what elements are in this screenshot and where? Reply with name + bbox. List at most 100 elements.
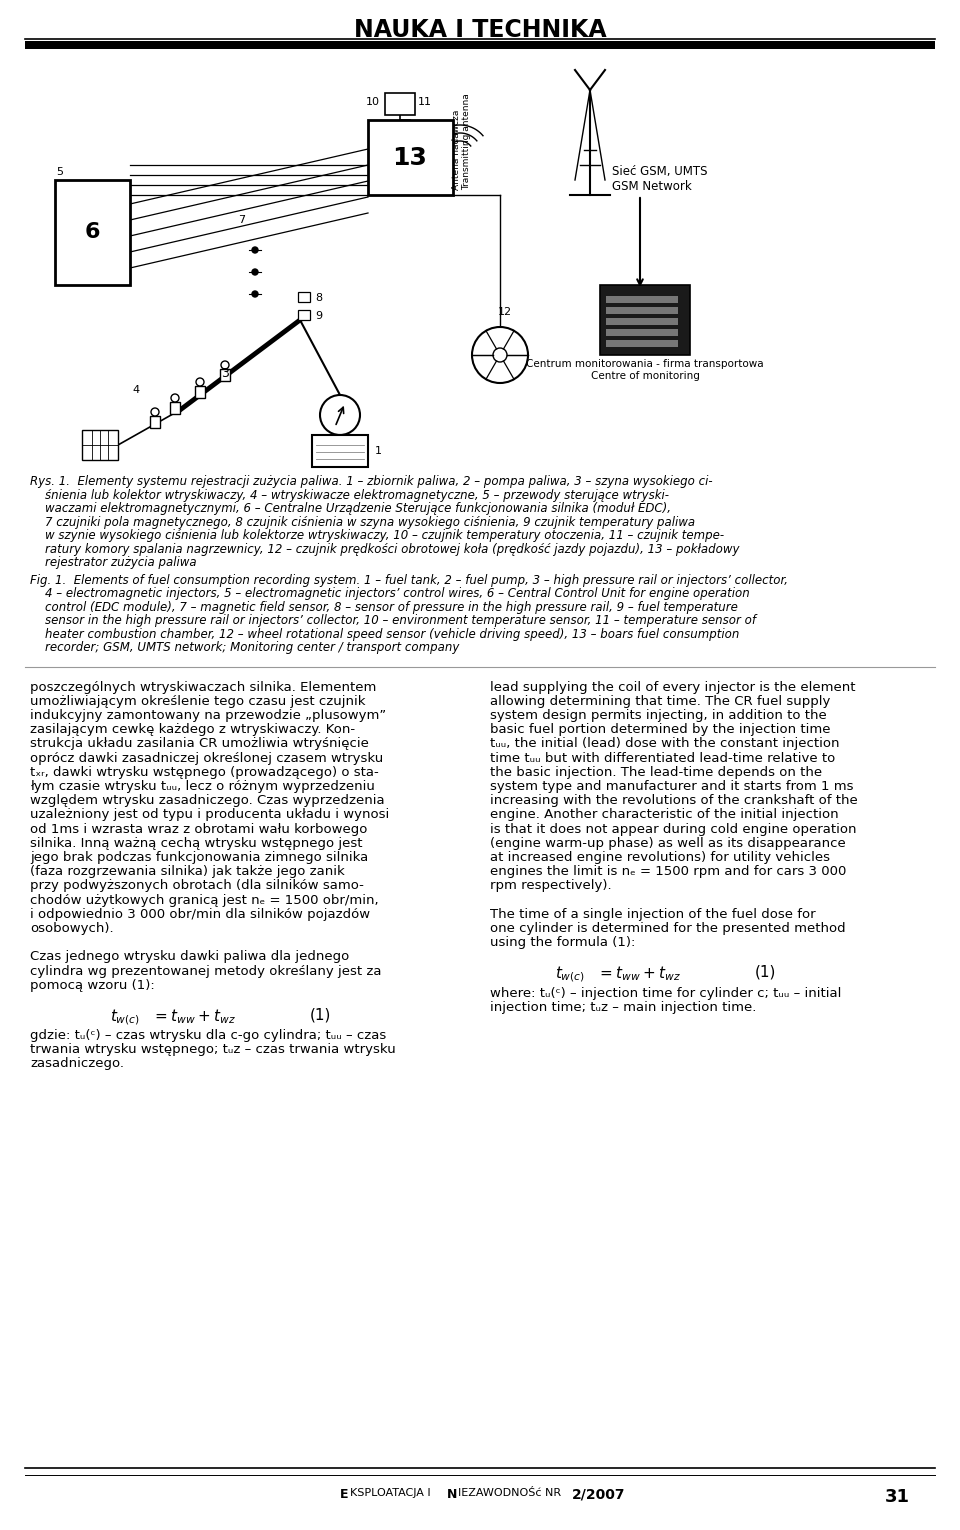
Text: Fig. 1.  Elements of fuel consumption recording system. 1 – fuel tank, 2 – fuel : Fig. 1. Elements of fuel consumption rec…	[30, 574, 788, 586]
Bar	[170, 402, 180, 415]
Text: at increased engine revolutions) for utility vehicles: at increased engine revolutions) for uti…	[490, 851, 830, 864]
Text: 11: 11	[418, 96, 432, 107]
Text: cylindra wg prezentowanej metody określany jest za: cylindra wg prezentowanej metody określa…	[30, 964, 381, 978]
Text: 7 czujniki pola magnetycznego, 8 czujnik ciśnienia w szyna wysokiego ciśnienia, : 7 czujniki pola magnetycznego, 8 czujnik…	[30, 516, 695, 528]
Text: indukcyjny zamontowany na przewodzie „plusowym”: indukcyjny zamontowany na przewodzie „pl…	[30, 708, 386, 722]
Text: $t_{w(c)}$: $t_{w(c)}$	[555, 964, 585, 984]
Text: 7: 7	[238, 216, 245, 225]
Circle shape	[221, 361, 229, 369]
Text: recorder; GSM, UMTS network; Monitoring center / transport company: recorder; GSM, UMTS network; Monitoring …	[30, 641, 460, 653]
Text: chodów użytkowych granicą jest nₑ = 1500 obr/min,: chodów użytkowych granicą jest nₑ = 1500…	[30, 894, 378, 906]
Circle shape	[493, 347, 507, 363]
Bar	[312, 435, 368, 467]
Text: $t_{w(c)}$: $t_{w(c)}$	[110, 1007, 140, 1027]
Text: engine. Another characteristic of the initial injection: engine. Another characteristic of the in…	[490, 808, 839, 822]
Text: The time of a single injection of the fuel dose for: The time of a single injection of the fu…	[490, 907, 816, 921]
Text: (faza rozgrzewania silnika) jak także jego zanik: (faza rozgrzewania silnika) jak także je…	[30, 864, 345, 878]
Text: (1): (1)	[310, 1007, 331, 1022]
Text: KSPLOATACJA I: KSPLOATACJA I	[350, 1489, 434, 1498]
Bar	[606, 340, 678, 347]
Text: allowing determining that time. The CR fuel supply: allowing determining that time. The CR f…	[490, 695, 830, 708]
Text: śnienia lub kolektor wtryskiwaczy, 4 – wtryskiwacze elektromagnetyczne, 5 – prze: śnienia lub kolektor wtryskiwaczy, 4 – w…	[30, 488, 669, 502]
Text: umożliwiającym określenie tego czasu jest czujnik: umożliwiającym określenie tego czasu jes…	[30, 695, 366, 708]
Text: (engine warm-up phase) as well as its disappearance: (engine warm-up phase) as well as its di…	[490, 837, 846, 849]
Bar	[600, 285, 690, 355]
Text: one cylinder is determined for the presented method: one cylinder is determined for the prese…	[490, 923, 846, 935]
Text: 3: 3	[221, 367, 228, 379]
Text: system type and manufacturer and it starts from 1 ms: system type and manufacturer and it star…	[490, 780, 853, 793]
Text: przy podwyższonych obrotach (dla silników samo-: przy podwyższonych obrotach (dla silnikó…	[30, 880, 364, 892]
Text: lead supplying the coil of every injector is the element: lead supplying the coil of every injecto…	[490, 681, 855, 693]
Text: gdzie: tᵤ(ᶜ) – czas wtrysku dla c-go cylindra; tᵤᵤ – czas: gdzie: tᵤ(ᶜ) – czas wtrysku dla c-go cyl…	[30, 1030, 386, 1042]
Text: oprócz dawki zasadniczej określonej czasem wtrysku: oprócz dawki zasadniczej określonej czas…	[30, 751, 383, 765]
Bar	[298, 311, 310, 320]
Text: 2/2007: 2/2007	[572, 1489, 626, 1502]
Text: the basic injection. The lead-time depends on the: the basic injection. The lead-time depen…	[490, 765, 822, 779]
Circle shape	[252, 291, 258, 297]
Text: Centrum monitorowania - firma transportowa: Centrum monitorowania - firma transporto…	[526, 360, 764, 369]
Bar	[298, 292, 310, 301]
Text: tₓᵣ, dawki wtrysku wstępnego (prowadzącego) o sta-: tₓᵣ, dawki wtrysku wstępnego (prowadzące…	[30, 765, 379, 779]
Circle shape	[196, 378, 204, 386]
Text: pomocą wzoru (1):: pomocą wzoru (1):	[30, 979, 155, 991]
Text: increasing with the revolutions of the crankshaft of the: increasing with the revolutions of the c…	[490, 794, 857, 808]
Bar	[220, 369, 230, 381]
Text: 8: 8	[315, 294, 323, 303]
Text: $= t_{ww} + t_{wz}$: $= t_{ww} + t_{wz}$	[597, 964, 681, 984]
Text: NAUKA I TECHNIKA: NAUKA I TECHNIKA	[353, 18, 607, 41]
Text: basic fuel portion determined by the injection time: basic fuel portion determined by the inj…	[490, 724, 830, 736]
Text: silnika. Inną ważną cechą wtrysku wstępnego jest: silnika. Inną ważną cechą wtrysku wstępn…	[30, 837, 363, 849]
Text: $= t_{ww} + t_{wz}$: $= t_{ww} + t_{wz}$	[152, 1007, 236, 1025]
Text: Sieć GSM, UMTS
GSM Network: Sieć GSM, UMTS GSM Network	[612, 165, 708, 193]
Bar	[385, 93, 415, 115]
Text: control (EDC module), 7 – magnetic field sensor, 8 – sensor of pressure in the h: control (EDC module), 7 – magnetic field…	[30, 600, 738, 614]
Circle shape	[151, 409, 159, 416]
Text: 6: 6	[84, 222, 100, 242]
Text: where: tᵤ(ᶜ) – injection time for cylinder c; tᵤᵤ – initial: where: tᵤ(ᶜ) – injection time for cylind…	[490, 987, 841, 999]
Text: łym czasie wtrysku tᵤᵤ, lecz o różnym wyprzedzeniu: łym czasie wtrysku tᵤᵤ, lecz o różnym wy…	[30, 780, 374, 793]
Text: E: E	[340, 1489, 348, 1501]
Text: trwania wtrysku wstępnego; tᵤz – czas trwania wtrysku: trwania wtrysku wstępnego; tᵤz – czas tr…	[30, 1043, 396, 1056]
Bar	[55, 181, 130, 285]
Text: IEZAWODNOŚć NR: IEZAWODNOŚć NR	[458, 1489, 564, 1498]
Text: 9: 9	[315, 311, 323, 321]
Bar	[606, 308, 678, 314]
Text: rejestrator zużycia paliwa: rejestrator zużycia paliwa	[30, 555, 197, 569]
Text: engines the limit is nₑ = 1500 rpm and for cars 3 000: engines the limit is nₑ = 1500 rpm and f…	[490, 864, 847, 878]
Text: sensor in the high pressure rail or injectors’ collector, 10 – environment tempe: sensor in the high pressure rail or inje…	[30, 614, 756, 627]
Text: Centre of monitoring: Centre of monitoring	[590, 370, 700, 381]
Text: waczami elektromagnetycznymi, 6 – Centralne Urządzenie Sterujące funkcjonowania : waczami elektromagnetycznymi, 6 – Centra…	[30, 502, 671, 516]
Circle shape	[472, 327, 528, 382]
Bar	[82, 430, 118, 461]
Bar	[195, 386, 205, 398]
Bar	[606, 295, 678, 303]
Text: zasadniczego.: zasadniczego.	[30, 1057, 124, 1071]
Text: 4 – electromagnetic injectors, 5 – electromagnetic injectors’ control wires, 6 –: 4 – electromagnetic injectors, 5 – elect…	[30, 588, 750, 600]
Text: using the formula (1):: using the formula (1):	[490, 936, 636, 949]
Bar	[606, 329, 678, 337]
Bar	[25, 41, 935, 49]
Text: względem wtrysku zasadniczego. Czas wyprzedzenia: względem wtrysku zasadniczego. Czas wypr…	[30, 794, 385, 808]
Text: zasilającym cewkę każdego z wtryskiwaczy. Kon-: zasilającym cewkę każdego z wtryskiwaczy…	[30, 724, 355, 736]
Text: injection time; tᵤz – main injection time.: injection time; tᵤz – main injection tim…	[490, 1001, 756, 1014]
Circle shape	[320, 395, 360, 435]
Text: (1): (1)	[755, 964, 777, 979]
Text: uzależniony jest od typu i producenta układu i wynosi: uzależniony jest od typu i producenta uk…	[30, 808, 389, 822]
Bar	[368, 119, 453, 194]
Text: Antena nadawcza
Transmitting antenna: Antena nadawcza Transmitting antenna	[452, 93, 471, 190]
Text: jego brak podczas funkcjonowania zimnego silnika: jego brak podczas funkcjonowania zimnego…	[30, 851, 369, 864]
Text: w szynie wysokiego ciśnienia lub kolektorze wtryskiwaczy, 10 – czujnik temperatu: w szynie wysokiego ciśnienia lub kolekto…	[30, 529, 724, 542]
Text: od 1ms i wzrasta wraz z obrotami wału korbowego: od 1ms i wzrasta wraz z obrotami wału ko…	[30, 823, 368, 835]
Text: osobowych).: osobowych).	[30, 923, 113, 935]
Circle shape	[171, 395, 179, 402]
Text: Rys. 1.  Elementy systemu rejestracji zużycia paliwa. 1 – zbiornik paliwa, 2 – p: Rys. 1. Elementy systemu rejestracji zuż…	[30, 474, 712, 488]
Text: is that it does not appear during cold engine operation: is that it does not appear during cold e…	[490, 823, 856, 835]
Circle shape	[252, 269, 258, 275]
Text: system design permits injecting, in addition to the: system design permits injecting, in addi…	[490, 708, 827, 722]
Bar	[150, 416, 160, 428]
Text: N: N	[447, 1489, 457, 1501]
Text: heater combustion chamber, 12 – wheel rotational speed sensor (vehicle driving s: heater combustion chamber, 12 – wheel ro…	[30, 627, 739, 641]
Text: i odpowiednio 3 000 obr/min dla silników pojazdów: i odpowiednio 3 000 obr/min dla silników…	[30, 907, 371, 921]
Text: 5: 5	[57, 167, 63, 177]
Text: strukcja układu zasilania CR umożliwia wtryśnięcie: strukcja układu zasilania CR umożliwia w…	[30, 737, 369, 750]
